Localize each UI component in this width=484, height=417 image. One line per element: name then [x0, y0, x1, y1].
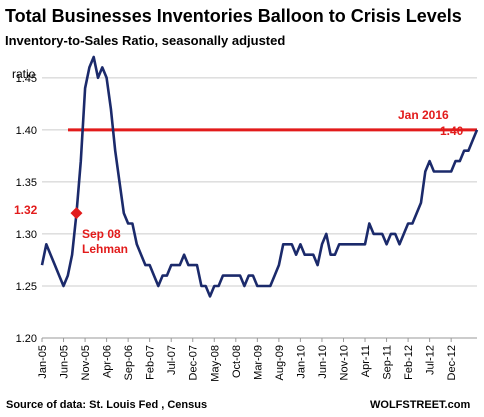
x-tick-label: Apr-11: [360, 345, 372, 377]
x-tick-label: Aug-09: [274, 345, 286, 380]
x-tick-label: Feb-12: [403, 345, 415, 380]
x-tick-label: Jun-05: [59, 345, 71, 379]
x-tick-label: Feb-07: [145, 345, 157, 380]
annotation-lehman-name: Lehman: [82, 242, 128, 256]
x-axis-ticks: Jan-05 Jun-05 Nov-05 Apr-06 Sep-06 Feb-07 Jul-…: [37, 338, 458, 382]
x-tick-label: Nov-05: [80, 345, 92, 380]
chart-title: Total Businesses Inventories Balloon to …: [5, 6, 462, 26]
y-axis-ticks: 1.20 1.25 1.30 1.35 1.40 1.45: [16, 73, 37, 345]
y-axis-label: ratio: [12, 67, 36, 81]
annotation-lehman-date: Sep 08: [82, 227, 121, 241]
x-tick-label: Dec-12: [446, 345, 458, 380]
y-tick-label: 1.30: [16, 229, 37, 241]
x-tick-label: Jun-10: [317, 345, 329, 379]
x-tick-label: Jan-10: [295, 345, 307, 379]
annotation-jan-2016: Jan 2016: [398, 108, 449, 122]
x-tick-label: Sep-11: [382, 345, 394, 380]
x-tick-label: Jul-07: [166, 345, 178, 375]
source-note: Source of data: St. Louis Fed , Census: [6, 399, 207, 411]
chart-subtitle: Inventory-to-Sales Ratio, seasonally adj…: [5, 33, 285, 48]
y-tick-label: 1.40: [16, 125, 37, 137]
y-tick-label: 1.20: [16, 333, 37, 345]
series-line: [40, 55, 479, 298]
y-tick-label: 1.25: [16, 281, 37, 293]
x-tick-label: Mar-09: [252, 345, 264, 380]
x-tick-label: Nov-10: [338, 345, 350, 380]
x-tick-label: Jan-05: [37, 345, 49, 379]
y-tick-label: 1.35: [16, 177, 37, 189]
x-tick-label: Apr-06: [102, 345, 114, 378]
x-tick-label: Oct-08: [231, 345, 243, 378]
x-tick-label: Dec-07: [188, 345, 200, 380]
annotation-lehman-value: 1.32: [14, 203, 38, 217]
y-tick-label: 1.45: [16, 73, 37, 85]
x-tick-label: Jul-12: [425, 345, 437, 375]
lehman-marker: [70, 207, 83, 220]
x-tick-label: Sep-06: [123, 345, 135, 380]
annotation-jan-2016-value: 1.40: [440, 124, 464, 138]
brand-footer: WOLFSTREET.com: [370, 399, 470, 411]
x-tick-label: May-08: [209, 345, 221, 382]
